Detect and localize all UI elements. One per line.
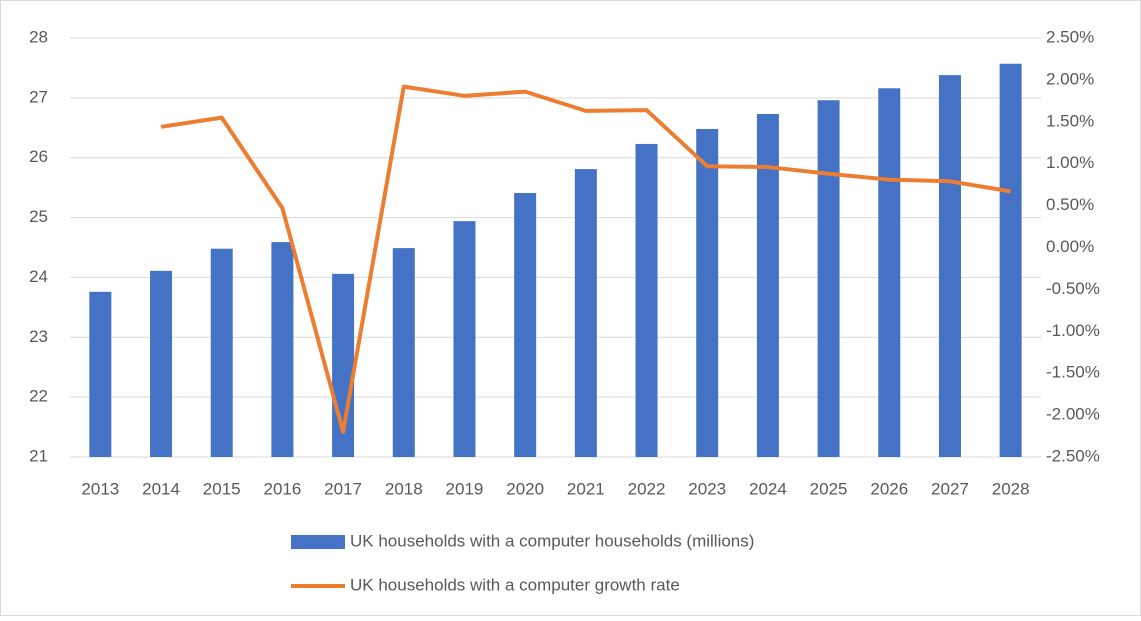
bar <box>817 100 840 457</box>
y-tick-label: 22 <box>29 387 48 406</box>
bar <box>696 128 719 458</box>
y2-tick-label: 2.50% <box>1046 27 1094 46</box>
y2-tick-label: 1.50% <box>1046 111 1094 130</box>
bar <box>574 169 597 457</box>
y-tick-label: 23 <box>29 327 48 346</box>
legend-label: UK households with a computer households… <box>350 531 754 550</box>
y-tick-label: 24 <box>29 267 48 286</box>
bar <box>938 75 961 458</box>
bar <box>453 221 476 457</box>
x-tick-label: 2020 <box>506 479 544 498</box>
y2-tick-label: 2.00% <box>1046 69 1094 88</box>
bar <box>756 114 779 458</box>
x-tick-label: 2023 <box>688 479 726 498</box>
y2-tick-label: 0.50% <box>1046 195 1094 214</box>
y-tick-label: 27 <box>29 87 48 106</box>
x-tick-label: 2017 <box>324 479 362 498</box>
bar <box>150 270 173 457</box>
x-tick-label: 2027 <box>931 479 969 498</box>
bar <box>635 143 658 457</box>
bar <box>89 291 112 457</box>
y2-tick-label: -0.50% <box>1046 279 1100 298</box>
line <box>160 84 1011 434</box>
bar <box>514 193 537 457</box>
y-tick-label: 28 <box>29 27 48 46</box>
y2-tick-label: 1.00% <box>1046 153 1094 172</box>
y-tick-label: 26 <box>29 147 48 166</box>
y2-tick-label: -1.00% <box>1046 321 1100 340</box>
y2-tick-label: -2.00% <box>1046 405 1100 424</box>
x-tick-label: 2021 <box>567 479 605 498</box>
x-tick-label: 2024 <box>749 479 787 498</box>
y2-tick-label: -2.50% <box>1046 446 1100 465</box>
x-tick-label: 2014 <box>142 479 180 498</box>
bar <box>392 248 415 457</box>
y2-tick-label: 0.00% <box>1046 237 1094 256</box>
x-tick-label: 2013 <box>81 479 119 498</box>
x-tick-label: 2016 <box>263 479 301 498</box>
bar <box>999 63 1022 457</box>
x-tick-label: 2018 <box>385 479 423 498</box>
bar <box>271 242 294 457</box>
y-tick-label: 21 <box>29 446 48 465</box>
x-tick-label: 2022 <box>628 479 666 498</box>
y2-tick-label: -1.50% <box>1046 363 1100 382</box>
bar <box>210 248 233 457</box>
x-tick-label: 2026 <box>870 479 908 498</box>
legend-swatch <box>291 535 345 549</box>
legend-label: UK households with a computer growth rat… <box>350 575 680 594</box>
x-tick-label: 2019 <box>446 479 484 498</box>
y-tick-label: 25 <box>29 207 48 226</box>
x-tick-label: 2015 <box>203 479 241 498</box>
bar <box>878 88 901 457</box>
x-tick-label: 2028 <box>992 479 1030 498</box>
x-tick-label: 2025 <box>810 479 848 498</box>
